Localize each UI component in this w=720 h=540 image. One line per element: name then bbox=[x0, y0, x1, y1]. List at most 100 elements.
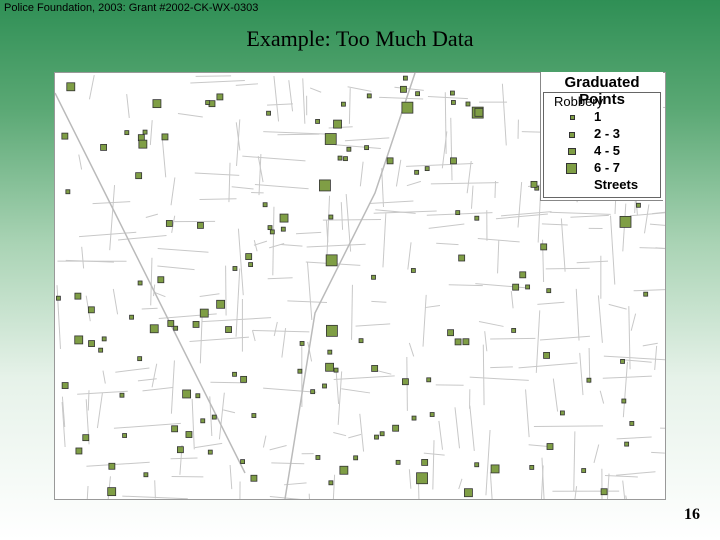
robbery-point bbox=[119, 392, 125, 398]
robbery-point bbox=[171, 425, 179, 433]
street bbox=[236, 119, 241, 166]
robbery-point bbox=[337, 155, 343, 161]
street bbox=[541, 223, 568, 226]
robbery-point bbox=[266, 110, 271, 116]
street bbox=[272, 206, 275, 276]
robbery-point bbox=[395, 459, 401, 465]
robbery-point bbox=[636, 202, 641, 208]
street bbox=[273, 321, 278, 337]
robbery-point bbox=[581, 468, 587, 473]
robbery-point bbox=[142, 129, 148, 135]
street bbox=[422, 294, 427, 347]
robbery-point bbox=[297, 368, 303, 374]
street bbox=[478, 320, 504, 327]
street bbox=[633, 289, 665, 292]
street bbox=[382, 213, 387, 268]
street bbox=[608, 303, 627, 310]
street bbox=[229, 464, 233, 490]
street bbox=[639, 247, 665, 249]
robbery-point bbox=[75, 447, 83, 455]
legend-item: 6 - 7 bbox=[594, 160, 621, 175]
street bbox=[355, 323, 391, 327]
robbery-point bbox=[629, 421, 635, 426]
street bbox=[254, 183, 309, 190]
street bbox=[616, 436, 652, 440]
robbery-point bbox=[173, 325, 179, 331]
robbery-point bbox=[137, 356, 143, 362]
robbery-point bbox=[402, 75, 408, 81]
robbery-point bbox=[165, 220, 173, 227]
street bbox=[237, 228, 244, 296]
street bbox=[199, 293, 220, 297]
robbery-point bbox=[122, 433, 127, 438]
street bbox=[430, 182, 499, 185]
street bbox=[87, 390, 90, 411]
robbery-point bbox=[269, 229, 275, 235]
street bbox=[177, 113, 203, 118]
street bbox=[428, 223, 465, 229]
street bbox=[307, 341, 313, 362]
street bbox=[549, 211, 611, 215]
robbery-point bbox=[299, 341, 305, 346]
street bbox=[154, 480, 156, 499]
street bbox=[88, 75, 95, 100]
street bbox=[470, 185, 474, 209]
robbery-point bbox=[546, 443, 554, 450]
robbery-point bbox=[455, 210, 461, 216]
robbery-point bbox=[267, 225, 273, 231]
legend-subtitle: Robbery bbox=[554, 94, 604, 109]
robbery-point bbox=[519, 271, 527, 279]
robbery-point bbox=[511, 328, 517, 333]
robbery-point bbox=[364, 145, 369, 151]
robbery-point bbox=[464, 488, 473, 498]
street bbox=[622, 361, 628, 418]
street bbox=[575, 288, 580, 341]
street bbox=[450, 117, 453, 181]
robbery-point bbox=[379, 431, 385, 437]
street bbox=[79, 231, 137, 238]
highway bbox=[284, 73, 416, 499]
street bbox=[423, 452, 445, 456]
street bbox=[210, 381, 247, 384]
street bbox=[271, 462, 305, 465]
robbery-point bbox=[315, 119, 320, 124]
street bbox=[344, 137, 390, 142]
street bbox=[651, 451, 665, 454]
street bbox=[525, 389, 530, 438]
street bbox=[157, 248, 209, 253]
robbery-point bbox=[245, 253, 253, 260]
street bbox=[170, 457, 198, 460]
robbery-point bbox=[643, 291, 649, 297]
robbery-point bbox=[200, 418, 206, 424]
street bbox=[616, 471, 656, 476]
street bbox=[78, 154, 83, 170]
street bbox=[381, 168, 384, 208]
street bbox=[406, 180, 421, 187]
street bbox=[359, 161, 364, 187]
robbery-point bbox=[315, 455, 321, 460]
street bbox=[438, 420, 444, 450]
robbery-point bbox=[454, 338, 462, 346]
street bbox=[306, 261, 313, 321]
street bbox=[102, 370, 106, 384]
street bbox=[81, 246, 85, 269]
robbery-point bbox=[325, 362, 334, 372]
street bbox=[490, 337, 536, 340]
robbery-point bbox=[107, 487, 117, 497]
street bbox=[597, 295, 603, 343]
street bbox=[308, 493, 310, 499]
robbery-point bbox=[421, 459, 429, 466]
street bbox=[273, 75, 280, 122]
street bbox=[190, 79, 245, 84]
robbery-point bbox=[101, 336, 107, 342]
street bbox=[154, 292, 166, 298]
robbery-point bbox=[529, 465, 535, 470]
robbery-point bbox=[546, 288, 552, 294]
robbery-point bbox=[346, 146, 352, 152]
street bbox=[348, 88, 351, 124]
robbery-point bbox=[207, 449, 213, 455]
street bbox=[621, 359, 652, 363]
robbery-point bbox=[74, 335, 84, 345]
robbery-point bbox=[339, 465, 349, 475]
robbery-point bbox=[451, 100, 456, 105]
